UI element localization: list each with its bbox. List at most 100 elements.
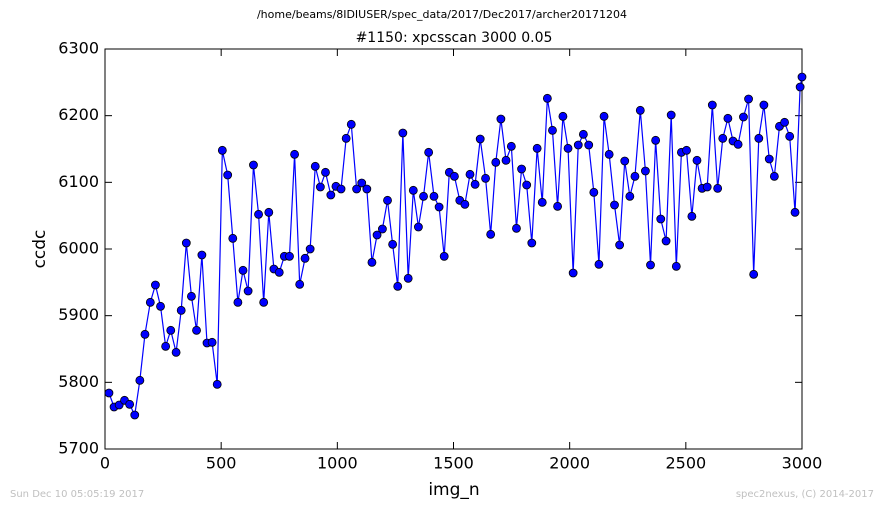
data-point xyxy=(130,410,140,420)
data-point xyxy=(429,191,439,201)
data-point xyxy=(656,214,666,224)
x-tick-label: 3000 xyxy=(782,454,823,473)
data-point xyxy=(548,125,557,135)
data-point xyxy=(274,267,284,277)
data-point xyxy=(434,202,444,212)
data-point xyxy=(378,224,387,234)
data-point xyxy=(192,325,201,335)
data-point xyxy=(383,195,392,205)
data-point xyxy=(610,200,619,210)
data-point xyxy=(646,260,655,270)
data-point xyxy=(578,129,588,139)
data-point xyxy=(733,139,743,149)
data-point xyxy=(197,250,207,260)
data-point xyxy=(212,379,222,389)
data-point xyxy=(506,141,516,151)
data-point xyxy=(594,259,604,269)
chart-title: #1150: xpcsscan 3000 0.05 xyxy=(356,30,553,46)
y-tick-label: 6300 xyxy=(58,39,99,58)
y-tick-label: 6000 xyxy=(58,239,99,258)
data-point xyxy=(357,178,367,188)
data-point xyxy=(573,140,583,150)
data-point xyxy=(795,82,805,92)
data-point xyxy=(285,251,294,261)
data-point xyxy=(238,265,248,275)
data-point xyxy=(295,279,305,289)
plot-area xyxy=(104,48,803,450)
x-tick-label: 1000 xyxy=(317,454,358,473)
data-point xyxy=(254,209,263,219)
data-point xyxy=(527,238,537,248)
data-point xyxy=(702,182,712,192)
data-point xyxy=(501,155,511,165)
data-point xyxy=(604,149,614,159)
data-point xyxy=(780,117,789,127)
x-tick-label: 500 xyxy=(206,454,237,473)
data-point xyxy=(414,222,423,232)
suptitle: /home/beams/8IDIUSER/spec_data/2017/Dec2… xyxy=(257,8,627,21)
data-point xyxy=(217,145,227,155)
data-point xyxy=(171,347,181,357)
data-point xyxy=(749,269,759,279)
data-point xyxy=(336,184,346,194)
data-point xyxy=(641,166,650,176)
data-point xyxy=(181,238,191,248)
data-point xyxy=(315,182,325,192)
data-point xyxy=(470,179,480,189)
data-point xyxy=(264,207,274,217)
data-point xyxy=(785,131,795,141)
data-point xyxy=(233,297,243,307)
data-point xyxy=(558,111,568,121)
data-point xyxy=(321,167,330,177)
data-point xyxy=(589,187,599,197)
data-point xyxy=(465,169,475,179)
data-point xyxy=(403,273,413,283)
data-point xyxy=(398,128,408,138)
data-point xyxy=(797,72,807,82)
data-point xyxy=(145,297,155,307)
data-point xyxy=(532,143,542,153)
data-point xyxy=(243,286,253,296)
data-point xyxy=(615,240,625,250)
data-point xyxy=(754,133,764,143)
data-point xyxy=(156,301,165,311)
data-point xyxy=(367,257,377,267)
data-point xyxy=(135,375,145,385)
data-point xyxy=(290,149,299,159)
data-point xyxy=(176,305,186,315)
data-point xyxy=(419,191,428,201)
data-point xyxy=(496,114,506,124)
data-point xyxy=(718,133,728,143)
data-point xyxy=(542,93,552,103)
data-point xyxy=(140,329,150,339)
data-point xyxy=(341,133,351,143)
data-point xyxy=(104,388,114,398)
data-point xyxy=(352,184,362,194)
data-point xyxy=(563,143,573,153)
data-point xyxy=(522,180,532,190)
data-point xyxy=(744,94,753,104)
data-point xyxy=(486,229,496,239)
data-point xyxy=(537,197,547,207)
data-point xyxy=(517,164,526,174)
footer-right: spec2nexus, (C) 2014-2017 xyxy=(736,489,874,500)
data-point xyxy=(713,183,723,193)
data-point xyxy=(305,244,315,254)
data-point xyxy=(228,233,238,243)
data-point xyxy=(481,173,490,183)
data-point xyxy=(739,112,748,122)
x-tick-label: 2000 xyxy=(549,454,590,473)
data-point xyxy=(651,135,661,145)
data-point xyxy=(161,341,171,351)
data-point xyxy=(682,145,691,155)
data-point xyxy=(584,140,594,150)
data-point xyxy=(300,253,310,263)
data-point xyxy=(759,100,769,110)
data-point xyxy=(166,325,176,335)
data-point xyxy=(388,239,398,249)
data-point xyxy=(393,281,403,291)
data-point xyxy=(553,201,562,211)
data-point xyxy=(475,134,485,144)
data-point xyxy=(764,154,774,164)
